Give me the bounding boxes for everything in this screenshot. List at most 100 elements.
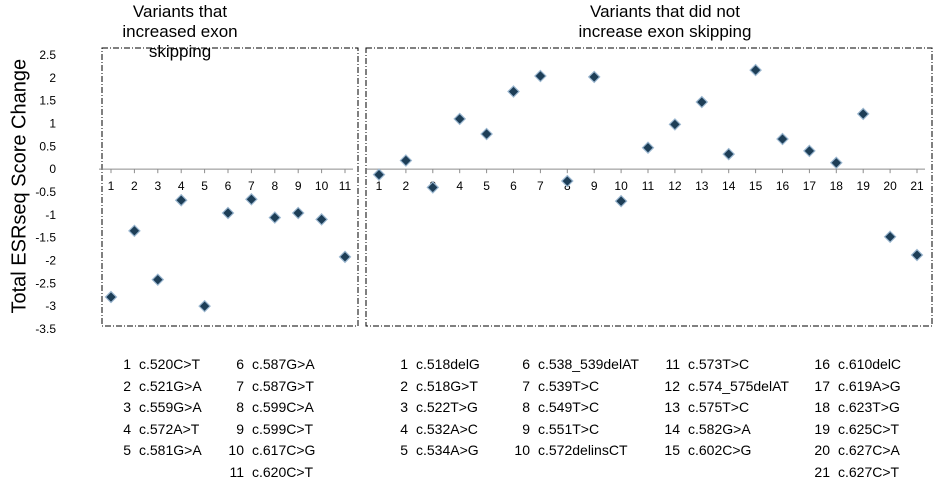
y-tick-label: -2.5	[35, 276, 56, 290]
data-point	[722, 147, 736, 161]
x-tick-label: 11	[642, 179, 655, 193]
data-point	[151, 273, 165, 287]
data-point	[641, 141, 655, 155]
legend-number: 21	[814, 463, 830, 480]
legend-entry: 4 c.532A>C	[388, 421, 478, 437]
y-tick-label: 2.5	[39, 48, 56, 62]
legend-entry: 10 c.572delinsCT	[510, 442, 627, 458]
legend-number: 13	[664, 399, 680, 415]
data-point	[910, 248, 924, 262]
legend-number: 17	[814, 377, 830, 394]
data-point	[221, 206, 235, 220]
data-point	[453, 112, 467, 126]
legend-entry: 8 c.549T>C	[510, 399, 599, 415]
right-panel: 123456789101112131415161718192021	[365, 47, 933, 327]
legend-entry: 18 c.623T>G	[810, 399, 899, 415]
legend-entry: 11 c.573T>C	[660, 356, 749, 372]
y-tick-label: 2	[49, 71, 56, 85]
legend-entry: 17 c.619A>G	[810, 377, 900, 394]
y-axis: 2.5 2 1.5 1 0.5 0 -0.5 -1 -1.5 -2 -2.5 -3 -3.5	[35, 48, 56, 336]
data-point	[426, 181, 440, 194]
data-point	[315, 213, 328, 226]
legend-number: 5	[123, 442, 131, 458]
legend-label: c.539T>C	[538, 377, 600, 394]
legend-label: c.627C>T	[838, 463, 900, 480]
legend-entry: 4 c.572A>T	[105, 421, 199, 437]
legend-number: 4	[400, 420, 408, 437]
legend-entry: 11 c.620C>T	[218, 464, 313, 480]
legend-number: 12	[664, 377, 680, 394]
x-tick-label: 12	[668, 179, 682, 193]
data-point	[749, 63, 762, 77]
legend-entry: 7 c.539T>C	[510, 378, 599, 394]
legend-number: 18	[814, 399, 830, 415]
legend-number: 20	[814, 442, 830, 458]
y-tick-label: -3	[45, 299, 56, 313]
y-tick-label: -1.5	[35, 231, 56, 245]
legend-label: c.549T>C	[538, 399, 600, 415]
x-tick-label: 9	[295, 179, 302, 193]
x-tick-label: 10	[614, 179, 628, 193]
data-point	[587, 70, 601, 84]
y-tick-label: -2	[45, 254, 56, 268]
legend-entry: 10 c.617C>G	[218, 442, 315, 458]
data-point	[614, 194, 628, 208]
data-point	[128, 224, 141, 238]
legend-number: 8	[236, 399, 244, 415]
data-point	[560, 174, 574, 188]
legend-number: 7	[522, 377, 530, 394]
data-point	[291, 206, 305, 220]
data-point	[104, 290, 118, 304]
x-tick-label: 1	[108, 179, 115, 193]
legend-number: 10	[228, 442, 244, 458]
data-point	[534, 69, 547, 83]
legend-label: c.573T>C	[688, 356, 750, 372]
legend-label: c.518delG	[416, 356, 480, 372]
legend-entry: 15 c.602C>G	[660, 442, 751, 458]
legend-number: 1	[123, 356, 131, 372]
data-point	[695, 95, 709, 109]
legend-label: c.627C>A	[838, 442, 900, 458]
x-tick-label: 4	[178, 179, 185, 193]
x-tick-label: 2	[131, 179, 138, 193]
data-point	[507, 85, 520, 98]
legend-label: c.610delC	[838, 356, 902, 372]
legend-label: c.574_575delAT	[688, 377, 789, 394]
legend-label: c.551T>C	[538, 420, 600, 437]
legend-label: c.582G>A	[688, 420, 751, 437]
legend-entry: 12 c.574_575delAT	[660, 378, 789, 394]
x-tick-label: 18	[830, 179, 844, 193]
data-point	[668, 118, 682, 131]
legend-entry: 16 c.610delC	[810, 356, 901, 372]
x-tick-label: 6	[510, 179, 517, 193]
data-point	[883, 230, 897, 244]
legend-label: c.518G>T	[416, 377, 478, 394]
y-tick-label: -1	[45, 208, 56, 222]
data-point	[829, 156, 843, 170]
x-tick-label: 1	[376, 179, 383, 193]
left-panel: 1 2 3 4 5 6 7 8 9 10 11	[99, 47, 359, 327]
legend-number: 8	[522, 399, 530, 415]
legend-number: 1	[400, 356, 408, 372]
legend-entry: 5 c.534A>G	[388, 442, 478, 458]
legend-number: 4	[123, 420, 131, 437]
panel-frame	[365, 47, 933, 327]
legend-number: 6	[522, 356, 530, 372]
x-tick-label: 14	[722, 179, 736, 193]
data-point	[776, 132, 789, 146]
x-tick-label: 7	[248, 179, 255, 193]
legend-number: 3	[400, 399, 408, 415]
legend-label: c.599C>T	[252, 420, 314, 437]
legend-entry: 9 c.599C>T	[218, 421, 313, 437]
legend-number: 14	[664, 420, 680, 437]
legend-label: c.620C>T	[252, 463, 314, 480]
x-tick-label: 20	[883, 179, 897, 193]
legend-number: 11	[229, 463, 244, 480]
data-point	[245, 192, 258, 206]
legend-label: c.572A>T	[139, 420, 200, 437]
x-tick-label: 21	[910, 179, 924, 193]
panel-frame	[101, 47, 359, 327]
data-point	[198, 299, 211, 313]
legend-entry: 13 c.575T>C	[660, 399, 749, 415]
legend-label: c.522T>G	[416, 399, 478, 415]
